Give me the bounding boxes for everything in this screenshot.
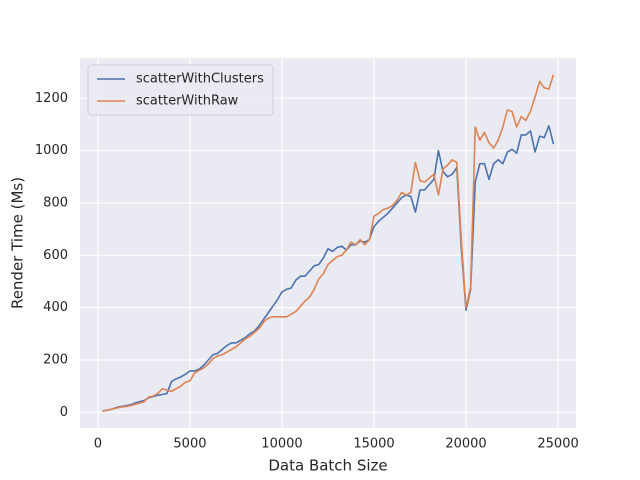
legend-label: scatterWithRaw	[136, 94, 239, 109]
x-tick-label: 10000	[261, 437, 302, 452]
y-tick-label: 400	[43, 300, 68, 315]
y-tick-label: 600	[43, 248, 68, 263]
plot-area	[80, 58, 576, 428]
line	[102, 74, 555, 413]
x-tick-label: 15000	[353, 437, 394, 452]
x-tick-label: 0	[94, 437, 102, 452]
x-tick-label: 5000	[173, 437, 206, 452]
legend-box	[87, 64, 274, 116]
y-tick-label: 800	[43, 195, 68, 210]
legend: scatterWithClusters scatterWithRaw	[87, 64, 274, 116]
y-tick-label: 1000	[35, 143, 68, 158]
y-tick-label: 1200	[35, 91, 68, 106]
y-tick-label: 200	[43, 352, 68, 367]
legend-label: scatterWithClusters	[136, 72, 264, 87]
line	[102, 124, 555, 412]
y-axis-label: Render Time (Ms)	[9, 177, 27, 309]
x-tick-label: 20000	[445, 437, 486, 452]
x-axis-label: Data Batch Size	[268, 457, 387, 475]
y-tick-label: 0	[60, 405, 68, 420]
x-tick-label: 25000	[537, 437, 578, 452]
